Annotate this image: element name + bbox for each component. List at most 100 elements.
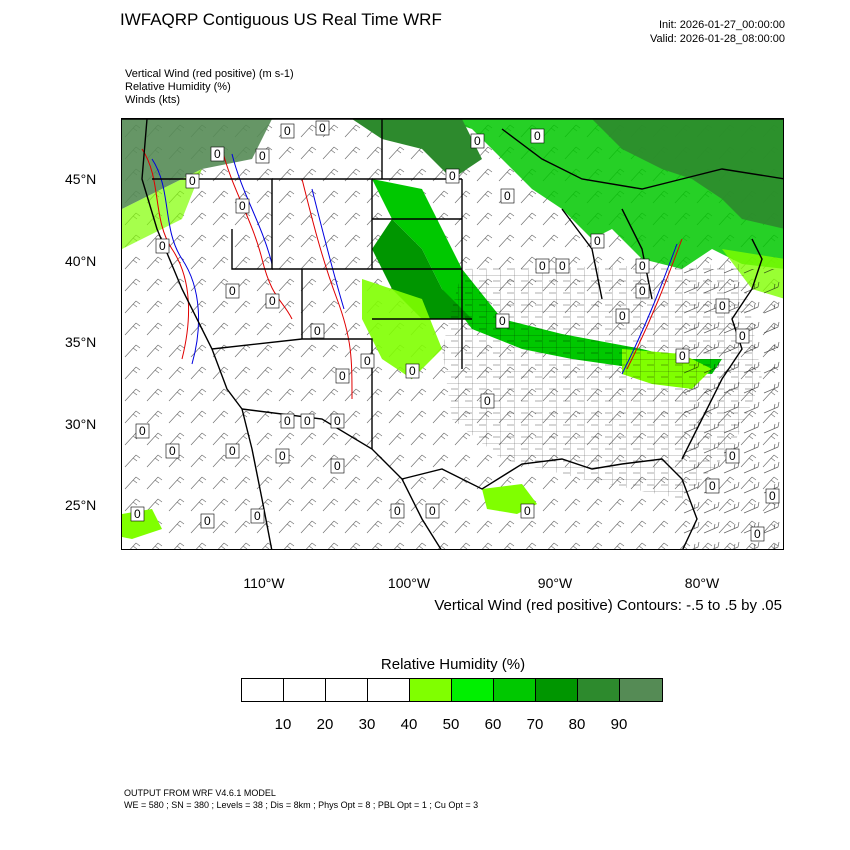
lat-label-45: 45°N [65, 171, 97, 187]
contour-label: 0 [134, 507, 141, 521]
contour-label: 0 [159, 239, 166, 253]
contour-label: 0 [539, 259, 546, 273]
contour-label-box [335, 368, 350, 384]
contour-label: 0 [214, 147, 221, 161]
valid-time: Valid: 2026-01-28_08:00:00 [650, 33, 785, 45]
contour-label-box [500, 188, 515, 204]
contour-label-box [635, 258, 650, 274]
colorbar-tick-label: 60 [484, 716, 502, 733]
contour-label-box [725, 448, 740, 464]
variable-relative-humidity: Relative Humidity (%) [125, 81, 231, 93]
contour-label-box [675, 348, 690, 364]
contour-label-box [705, 478, 720, 494]
lon-label-90w: 90°W [537, 575, 573, 591]
contour-label-box [310, 323, 325, 339]
contour-label: 0 [499, 314, 506, 328]
contour-label: 0 [364, 354, 371, 368]
contour-label: 0 [639, 284, 646, 298]
contour-label-box [330, 458, 345, 474]
contour-label-box [360, 353, 375, 369]
colorbar-swatch [620, 679, 662, 701]
contour-label: 0 [394, 504, 401, 518]
contour-label-box [210, 146, 225, 162]
contour-label: 0 [524, 504, 531, 518]
colorbar-tick-label: 70 [526, 716, 544, 733]
contour-label: 0 [719, 299, 726, 313]
colorbar-swatch [578, 679, 620, 701]
contour-label: 0 [594, 234, 601, 248]
contour-label-box [225, 443, 240, 459]
contour-label: 0 [239, 199, 246, 213]
colorbar [241, 678, 663, 702]
contour-label: 0 [139, 424, 146, 438]
contour-label-box [715, 298, 730, 314]
contour-label-box [315, 120, 330, 136]
lon-label-110w: 110°W [243, 575, 285, 591]
contour-label-box [555, 258, 570, 274]
lat-label-30: 30°N [65, 416, 97, 432]
contour-label-box [520, 503, 535, 519]
colorbar-swatch [494, 679, 536, 701]
contour-label: 0 [169, 444, 176, 458]
contour-label-box [250, 508, 265, 524]
colorbar-swatch [410, 679, 452, 701]
contour-label-box [635, 283, 650, 299]
contour-label-box [235, 198, 250, 214]
contour-label-box [130, 506, 145, 522]
contour-label: 0 [229, 284, 236, 298]
contour-label-box [165, 443, 180, 459]
colorbar-tick-label: 50 [442, 716, 460, 733]
contour-label-box [425, 503, 440, 519]
contour-label: 0 [474, 134, 481, 148]
contour-label: 0 [429, 504, 436, 518]
contour-label: 0 [254, 509, 261, 523]
contour-label: 0 [334, 459, 341, 473]
lat-label-25: 25°N [65, 497, 97, 513]
contour-label: 0 [709, 479, 716, 493]
contour-label: 0 [729, 449, 736, 463]
contour-label-box [280, 123, 295, 139]
colorbar-tick-label: 90 [610, 716, 628, 733]
contour-label: 0 [269, 294, 276, 308]
contour-label: 0 [314, 324, 321, 338]
init-time: Init: 2026-01-27_00:00:00 [659, 19, 785, 31]
contour-label: 0 [284, 124, 291, 138]
colorbar-swatch [326, 679, 368, 701]
colorbar-tick-label: 10 [274, 716, 292, 733]
colorbar-swatch [368, 679, 410, 701]
colorbar-title: Relative Humidity (%) [380, 656, 526, 673]
lon-label-80w: 80°W [684, 575, 720, 591]
contour-label: 0 [679, 349, 686, 363]
contour-label: 0 [334, 414, 341, 428]
contour-label: 0 [279, 449, 286, 463]
political-boundaries [122, 119, 783, 549]
contour-note: Vertical Wind (red positive) Contours: -… [434, 597, 782, 614]
colorbar-swatch [284, 679, 326, 701]
contour-label-box [750, 526, 765, 542]
colorbar-swatch [452, 679, 494, 701]
contour-label-box [300, 413, 315, 429]
contour-label-box [135, 423, 150, 439]
chart-title: IWFAQRP Contiguous US Real Time WRF [120, 10, 442, 29]
variable-winds: Winds (kts) [125, 94, 180, 106]
contour-label: 0 [319, 121, 326, 135]
contour-label: 0 [449, 169, 456, 183]
contour-label-box [255, 148, 270, 164]
contour-label: 0 [339, 369, 346, 383]
contour-label: 0 [534, 129, 541, 143]
lat-label-35: 35°N [65, 334, 97, 350]
contour-label-box [280, 413, 295, 429]
contour-label-box [735, 328, 750, 344]
contour-label-box [265, 293, 280, 309]
contour-label: 0 [619, 309, 626, 323]
model-info: OUTPUT FROM WRF V4.6.1 MODEL [124, 788, 276, 798]
contour-label-box [530, 128, 545, 144]
contour-label-box [390, 503, 405, 519]
contour-label: 0 [559, 259, 566, 273]
contour-label-box [155, 238, 170, 254]
contour-label: 0 [304, 414, 311, 428]
contour-label: 0 [504, 189, 511, 203]
contour-label: 0 [409, 364, 416, 378]
contour-label: 0 [754, 527, 761, 541]
colorbar-tick-label: 30 [358, 716, 376, 733]
